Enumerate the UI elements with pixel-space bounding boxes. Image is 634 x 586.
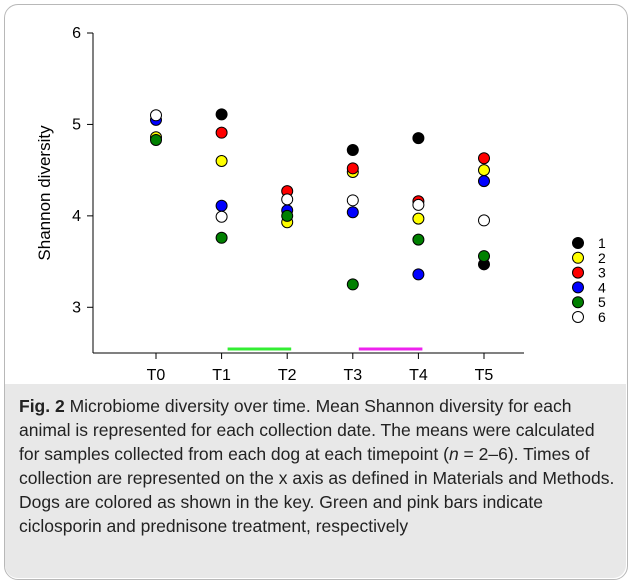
point-series-6-T5 xyxy=(478,214,490,227)
caption-label: Fig. 2 xyxy=(19,396,65,416)
legend-marker-3 xyxy=(572,266,584,279)
point-series-4-T4 xyxy=(412,268,425,281)
point-series-4-T3 xyxy=(346,206,359,219)
axes: 3 4 5 6 T0 T1 T2 T3 T4 T5 Shannon diversity xyxy=(35,25,524,384)
legend-marker-5 xyxy=(572,296,584,309)
legend-label-2: 2 xyxy=(598,250,606,266)
point-series-5-T2 xyxy=(281,209,294,222)
x-tick-label: T2 xyxy=(278,367,297,384)
point-series-3-T5 xyxy=(478,152,490,165)
point-series-5-T3 xyxy=(346,278,359,291)
legend-marker-2 xyxy=(572,251,584,264)
point-series-6-T0 xyxy=(150,109,162,122)
point-series-3-T1 xyxy=(215,126,228,139)
y-tick-label: 3 xyxy=(72,299,81,316)
point-series-4-T1 xyxy=(215,199,228,212)
point-series-6-T3 xyxy=(346,194,359,207)
x-tick-label: T4 xyxy=(409,367,428,384)
point-series-5-T4 xyxy=(412,233,425,246)
point-series-3-T3 xyxy=(346,162,359,175)
legend-label-3: 3 xyxy=(598,265,606,281)
caption-text-2: = 2–6). Times of collection are represen… xyxy=(19,444,615,536)
x-tick-label: T3 xyxy=(343,367,362,384)
point-series-6-T1 xyxy=(215,210,228,223)
point-series-6-T2 xyxy=(281,193,294,206)
caption-box: Fig. 2 Microbiome diversity over time. M… xyxy=(5,384,626,578)
legend-marker-4 xyxy=(572,281,584,294)
legend-marker-1 xyxy=(572,237,584,249)
x-tick-label: T1 xyxy=(212,367,231,384)
legend-label-1: 1 xyxy=(598,235,606,251)
legend-label-5: 5 xyxy=(598,294,606,310)
point-series-2-T1 xyxy=(215,155,228,167)
point-series-1-T1 xyxy=(215,108,228,121)
caption-text-1: Microbiome diversity over time. Mean Sha… xyxy=(19,396,595,464)
legend-label-4: 4 xyxy=(598,279,606,295)
point-series-4-T5 xyxy=(478,175,490,188)
y-axis-label: Shannon diversity xyxy=(35,125,54,261)
point-series-1-T4 xyxy=(412,132,425,145)
y-tick-label: 4 xyxy=(72,208,81,225)
legend-marker-6 xyxy=(572,311,584,323)
caption-n: n xyxy=(448,444,459,464)
point-series-2-T5 xyxy=(478,164,490,177)
point-series-5-T5 xyxy=(478,250,490,263)
point-series-2-T4 xyxy=(412,212,425,225)
point-series-5-T1 xyxy=(215,231,228,244)
point-series-1-T3 xyxy=(346,144,359,157)
x-tick-label: T0 xyxy=(147,367,166,384)
x-tick-label: T5 xyxy=(475,367,494,384)
legend-label-6: 6 xyxy=(598,309,606,325)
data-points xyxy=(150,108,490,291)
point-series-6-T4 xyxy=(412,198,425,211)
figure-caption: Fig. 2 Microbiome diversity over time. M… xyxy=(19,394,619,538)
point-series-5-T0 xyxy=(150,133,162,146)
y-tick-label: 6 xyxy=(72,25,81,42)
y-tick-label: 5 xyxy=(72,116,81,133)
